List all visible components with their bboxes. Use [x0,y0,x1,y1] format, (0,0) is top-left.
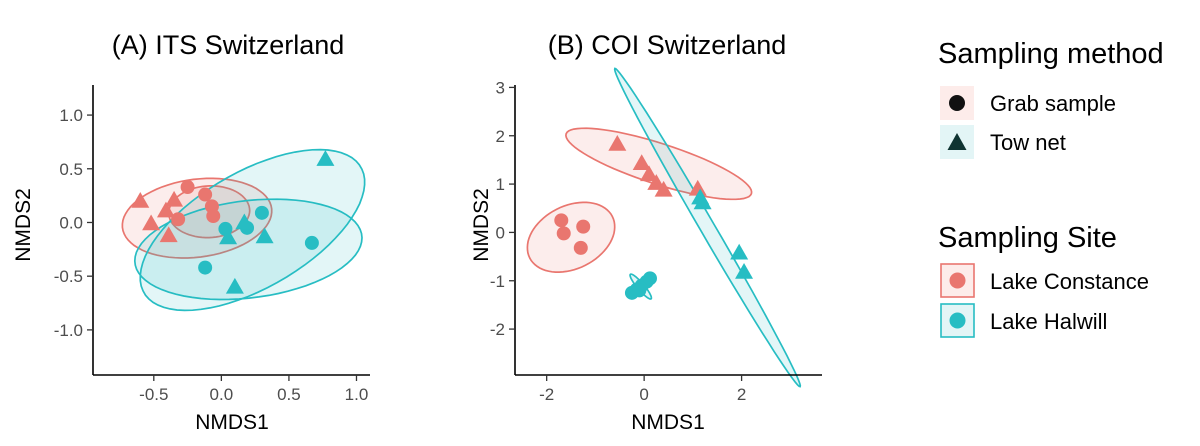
panel-coi-point-lake-constance-circle-2 [576,219,591,234]
panel-its-x-tick-label-3: 1.0 [345,385,369,404]
panel-its-x-tick-label-0: -0.5 [139,385,168,404]
panel-its-x-tick-label-2: 0.5 [277,385,301,404]
panel-its-point-lake-constance-triangle-7 [156,201,175,218]
panel-coi-x-tick-label-1: 0 [639,385,648,404]
panel-its-point-lake-constance-circle-1 [171,212,186,227]
panel-coi-x-label: NMDS1 [631,411,705,434]
panel-its-y-tick-label-1: 0.5 [59,160,83,179]
legend-halwill-circle-icon [949,312,966,329]
panel-its-point-lake-constance-circle-0 [180,180,195,195]
panel-coi-y-tick-label-5: -2 [490,320,505,339]
panel-coi-point-lake-halwill-circle-15 [632,283,647,298]
panel-coi-ellipses [526,67,802,388]
legend-sampling-method: Sampling method Grab sample Tow net [938,38,1164,159]
panel-its-title: (A) ITS Switzerland [112,30,345,60]
panel-coi-x-tick-label-2: 2 [737,385,746,404]
panel-coi-y-tick-label-4: -1 [490,272,505,291]
panel-its-ticks: -0.5 0.0 0.5 1.0 1.0 0.5 0.0 -0.5 -1.0 [54,106,369,404]
panel-its-point-lake-constance-triangle-6 [165,190,184,207]
panel-its-point-lake-halwill-triangle-16 [235,213,254,230]
panel-its-ellipse-lake-halwill-grab [133,198,363,301]
panel-its-point-lake-halwill-triangle-15 [316,150,335,166]
panel-its-x-tick-label-1: 0.0 [210,385,234,404]
legend-site-title: Sampling Site [938,222,1117,254]
legend-constance-label: Lake Constance [990,269,1149,294]
legend-tow-triangle-icon [947,133,967,150]
panel-its-x-label: NMDS1 [195,411,269,434]
panel-its-points [131,150,335,294]
panel-its-y-label: NMDS2 [12,188,35,262]
panel-coi-point-lake-constance-triangle-9 [688,179,707,196]
panel-coi-title: (B) COI Switzerland [548,30,787,60]
legend-tow-label: Tow net [990,130,1066,155]
legend-method-title: Sampling method [938,38,1164,70]
panel-coi-y-tick-label-1: 2 [496,127,505,146]
panel-its-ellipses [121,148,366,312]
panel-coi-y-tick-label-0: 3 [496,78,505,97]
panel-its-y-tick-label-2: 0.0 [59,213,83,232]
panel-coi-point-lake-halwill-triangle-17 [693,193,712,210]
panel-coi-points [554,134,754,300]
panel-coi-point-lake-constance-circle-3 [573,240,588,255]
panel-coi-point-lake-constance-triangle-5 [632,154,651,171]
panel-coi-point-lake-constance-triangle-4 [608,134,627,151]
panel-coi-point-lake-halwill-triangle-18 [730,243,749,260]
legend-constance-circle-icon [949,272,966,289]
legend-sampling-site: Sampling Site Lake Constance Lake Halwil… [938,222,1149,338]
panel-coi: (B) COI Switzerland -2 0 2 3 2 1 0 -1 -2 NMDS1 N… [470,30,822,434]
panel-coi-ellipse-lake-halwill-tow [613,67,802,388]
panel-its-point-lake-halwill-triangle-18 [255,227,274,244]
legend-halwill-label: Lake Halwill [990,309,1107,334]
panel-its-point-lake-constance-triangle-5 [131,192,150,208]
panel-its-point-lake-halwill-triangle-19 [225,277,244,294]
panel-its-point-lake-constance-triangle-8 [142,214,161,231]
panel-coi-ticks: -2 0 2 3 2 1 0 -1 -2 [490,78,746,404]
panel-its-y-tick-label-3: -0.5 [54,267,83,286]
panel-coi-y-tick-label-2: 1 [496,175,505,194]
panel-its-point-lake-halwill-circle-13 [198,260,213,275]
panel-its-point-lake-constance-circle-2 [198,187,213,202]
panel-coi-y-label: NMDS2 [470,188,493,262]
panel-coi-y-tick-label-3: 0 [496,223,505,242]
panel-its-y-tick-label-4: -1.0 [54,321,83,340]
panel-coi-point-lake-halwill-triangle-19 [735,263,754,279]
panel-its-point-lake-halwill-circle-12 [254,205,269,220]
panel-its-y-tick-label-0: 1.0 [59,106,83,125]
panel-coi-x-tick-label-0: -2 [539,385,554,404]
panel-coi-ellipse-lake-constance-grab [526,201,616,273]
panel-its-point-lake-halwill-triangle-17 [219,228,238,245]
panel-coi-point-lake-halwill-circle-14 [642,271,657,286]
legend-grab-circle-icon [949,95,965,111]
panel-its-point-lake-constance-circle-4 [206,209,221,224]
panel-coi-point-lake-constance-triangle-8 [654,180,673,197]
panel-its-point-lake-constance-triangle-9 [159,226,178,243]
panel-its-point-lake-halwill-circle-14 [304,235,319,250]
panel-coi-point-lake-constance-circle-0 [554,213,569,228]
legend-grab-label: Grab sample [990,91,1116,116]
panel-its: (A) ITS Switzerland -0.5 0.0 0.5 1.0 1.0 0.5 0… [12,30,370,434]
panel-coi-point-lake-constance-circle-1 [556,226,571,241]
panel-coi-point-lake-constance-triangle-6 [640,165,659,182]
